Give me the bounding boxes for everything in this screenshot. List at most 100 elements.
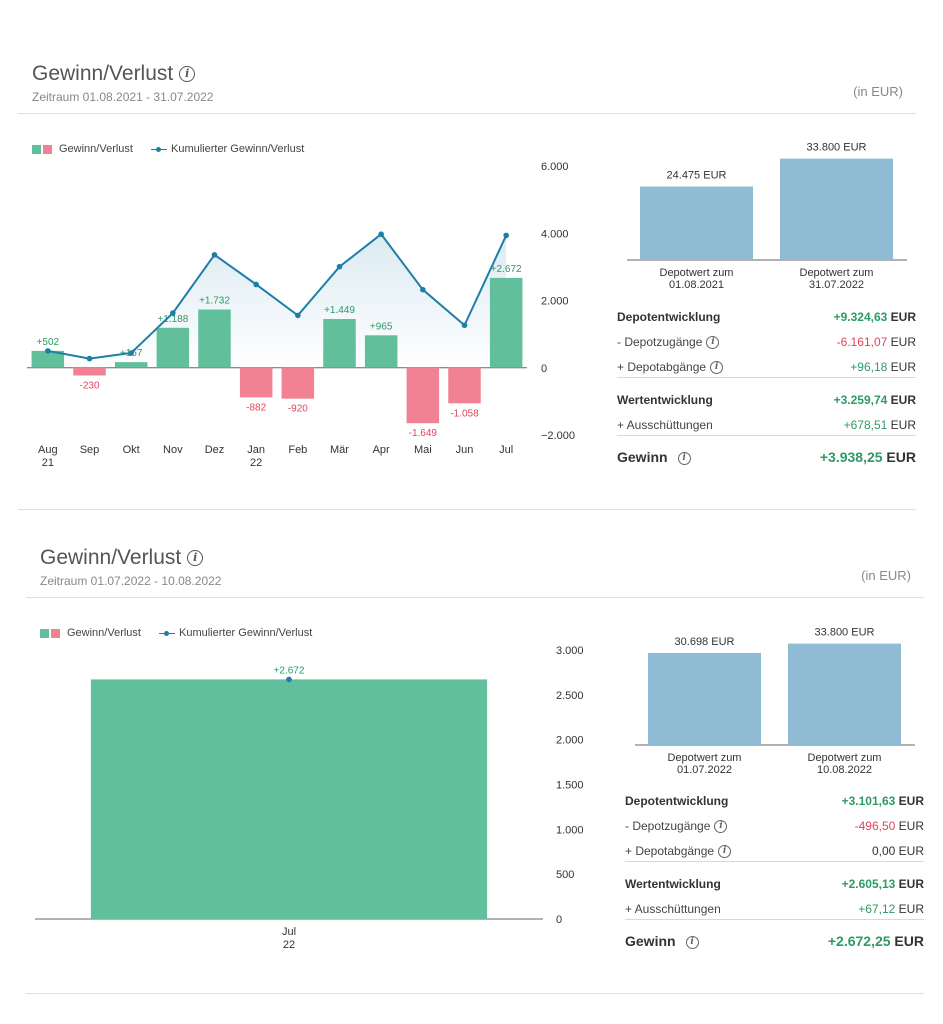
bar-4 xyxy=(198,309,231,368)
info-icon[interactable]: i xyxy=(706,336,720,350)
depot-caption: 10.08.2022 xyxy=(817,764,872,776)
cumulative-point xyxy=(286,676,292,683)
legend-bars-label[interactable]: Gewinn/Verlust xyxy=(67,627,141,639)
summary-currency: EUR xyxy=(895,819,924,833)
legend-line-label[interactable]: Kumulierter Gewinn/Verlust xyxy=(178,627,313,639)
depot-bar-1 xyxy=(780,158,893,260)
bar-2 xyxy=(114,362,148,368)
bar-value-label: -1.649 xyxy=(409,428,438,439)
y-tick-label: 1.000 xyxy=(556,824,584,836)
depot-caption: Depotwert zum xyxy=(800,267,874,279)
x-tick-label: Jun xyxy=(456,444,474,456)
info-icon[interactable]: i xyxy=(714,820,728,834)
legend-line-swatch xyxy=(158,629,175,638)
section1-title: Gewinn/Verlust i xyxy=(32,62,196,86)
x-tick-label: Jul xyxy=(282,926,296,938)
summary-value: +67,12 xyxy=(858,902,896,916)
bar-value-label: +1.449 xyxy=(324,305,355,316)
section2-legend: Gewinn/Verlust Kumulierter Gewinn/Verlus… xyxy=(40,627,312,639)
cumulative-point xyxy=(45,348,51,354)
summary-label: + Depotabgänge xyxy=(617,360,707,374)
x-tick-label: Sep xyxy=(80,444,100,456)
summary-row: + Depotabgänge i +96,18 EUR xyxy=(617,360,916,375)
depot-caption: 01.08.2021 xyxy=(669,279,724,291)
summary-currency: EUR xyxy=(882,449,916,465)
summary-value: +3.101,63 xyxy=(841,794,896,808)
cumulative-line xyxy=(47,232,508,360)
cumulative-point xyxy=(211,252,218,258)
bar-10 xyxy=(448,367,481,404)
y-tick-label: 0 xyxy=(556,914,562,926)
legend-positive-swatch xyxy=(40,628,49,638)
y-tick-label: 4.000 xyxy=(541,228,569,240)
summary-row: Wertentwicklung +2.605,13 EUR xyxy=(625,877,924,891)
summary-separator xyxy=(617,435,916,436)
summary-label: Wertentwicklung xyxy=(625,877,721,891)
x-tick-label: Apr xyxy=(373,444,390,456)
summary-row: + Ausschüttungen +678,51 EUR xyxy=(617,418,916,432)
bar-6 xyxy=(281,367,315,399)
bar-value-label: +1.732 xyxy=(199,296,230,307)
info-icon[interactable]: i xyxy=(179,66,196,83)
cumulative-point xyxy=(86,355,93,362)
legend-line-label[interactable]: Kumulierter Gewinn/Verlust xyxy=(170,143,305,155)
depot-value-label: 33.800 EUR xyxy=(807,142,867,154)
summary-currency: EUR xyxy=(895,794,924,808)
y-tick-label: 6.000 xyxy=(541,161,569,173)
summary-row: Depotentwicklung +3.101,63 EUR xyxy=(625,794,924,808)
bar-8 xyxy=(364,335,398,368)
x-tick-label: 21 xyxy=(42,457,54,469)
x-tick-label: Nov xyxy=(163,444,183,456)
x-tick-label: Mai xyxy=(414,444,432,456)
section-divider xyxy=(18,509,916,510)
bar-9 xyxy=(406,367,440,424)
summary-currency: EUR xyxy=(887,393,916,407)
bar-11 xyxy=(489,277,523,368)
bar-0 xyxy=(90,679,488,919)
summary-value: +3.259,74 xyxy=(833,393,888,407)
bar-value-label: -1.058 xyxy=(450,408,479,419)
x-tick-label: 22 xyxy=(250,457,262,469)
summary-separator xyxy=(625,919,924,920)
y-tick-label: 2.000 xyxy=(556,735,584,747)
info-icon[interactable]: i xyxy=(187,550,204,567)
x-tick-label: Jan xyxy=(247,444,265,456)
cumulative-point xyxy=(295,312,301,319)
bar-3 xyxy=(156,327,190,368)
cumulative-point xyxy=(461,322,468,329)
summary-currency: EUR xyxy=(895,877,924,891)
info-icon[interactable]: i xyxy=(710,361,724,375)
y-tick-label: −2.000 xyxy=(541,430,575,442)
info-icon[interactable]: i xyxy=(677,451,691,465)
summary-currency: EUR xyxy=(887,360,916,374)
bar-7 xyxy=(323,319,356,368)
section2-period: Zeitraum 01.07.2022 - 10.08.2022 xyxy=(40,574,222,588)
legend-line-swatch xyxy=(150,145,167,154)
bar-value-label: -230 xyxy=(79,380,99,391)
cumulative-point xyxy=(503,232,509,239)
info-icon[interactable]: i xyxy=(718,845,732,859)
summary-row: - Depotzugänge i -6.161,07 EUR xyxy=(617,335,916,350)
summary-label: + Ausschüttungen xyxy=(625,902,721,916)
cumulative-point xyxy=(336,263,343,270)
summary-currency: EUR xyxy=(895,902,924,916)
y-tick-label: 2.500 xyxy=(556,690,584,702)
summary-currency: EUR xyxy=(895,844,924,858)
summary-value: +9.324,63 xyxy=(833,310,888,324)
depot-value-label: 33.800 EUR xyxy=(815,627,875,639)
depot-caption: Depotwert zum xyxy=(660,267,734,279)
info-icon[interactable]: i xyxy=(685,935,699,949)
y-tick-label: 2.000 xyxy=(541,296,569,308)
summary-label: Wertentwicklung xyxy=(617,393,713,407)
bottom-divider xyxy=(26,993,924,994)
summary-label: Gewinn xyxy=(625,933,676,949)
summary-value: +2.672,25 xyxy=(827,933,891,949)
summary-label: Depotentwicklung xyxy=(617,310,721,324)
section2-title: Gewinn/Verlust i xyxy=(40,546,204,570)
summary-currency: EUR xyxy=(887,335,916,349)
summary-label: Depotentwicklung xyxy=(625,794,729,808)
depot-caption: 31.07.2022 xyxy=(809,279,864,291)
legend-bars-label[interactable]: Gewinn/Verlust xyxy=(59,143,133,155)
depot-caption: Depotwert zum xyxy=(668,752,742,764)
depot-caption: Depotwert zum xyxy=(808,752,882,764)
